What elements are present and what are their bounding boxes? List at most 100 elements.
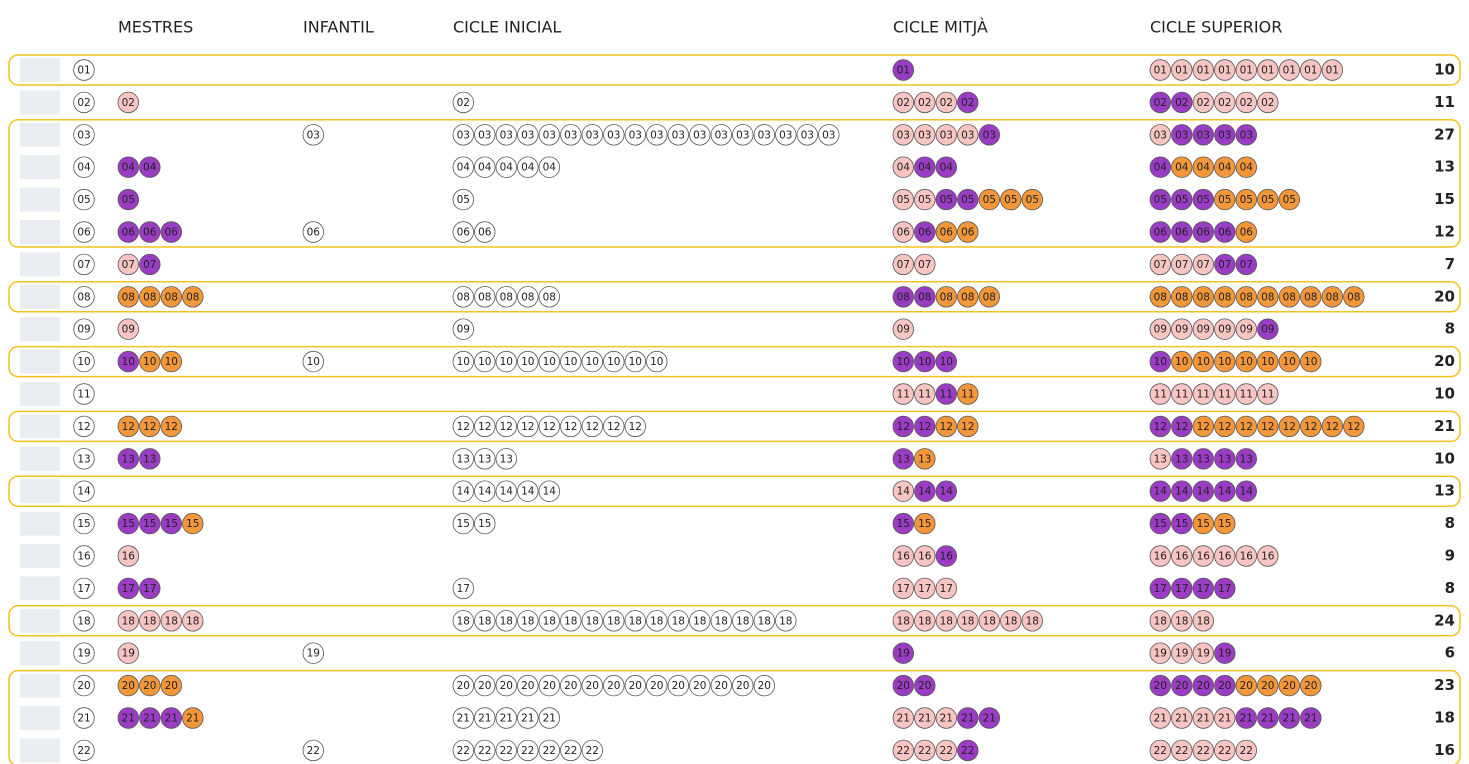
marker-label: 02 bbox=[897, 97, 910, 109]
marker-label: 12 bbox=[586, 421, 599, 433]
marker-label: 07 bbox=[143, 259, 156, 271]
marker-label: 16 bbox=[1261, 551, 1275, 563]
marker-label: 06 bbox=[478, 227, 492, 239]
marker-label: 01 bbox=[1175, 65, 1188, 77]
marker-label: 21 bbox=[478, 713, 491, 725]
marker-label: 01 bbox=[1154, 65, 1167, 77]
marker-label: 12 bbox=[629, 421, 642, 433]
marker-label: 18 bbox=[918, 615, 931, 627]
marker-label: 15 bbox=[478, 518, 491, 530]
marker-label: 14 bbox=[940, 486, 954, 498]
marker-label: 21 bbox=[961, 713, 974, 725]
marker-label: 16 bbox=[940, 551, 954, 563]
marker-label: 13 bbox=[1240, 453, 1253, 465]
marker-label: 19 bbox=[1218, 648, 1231, 660]
marker-label: 06 bbox=[918, 227, 932, 239]
marker-label: 12 bbox=[1154, 421, 1167, 433]
marker-label: 10 bbox=[1261, 356, 1274, 368]
marker-label: 20 bbox=[143, 680, 156, 692]
marker-label: 10 bbox=[918, 356, 931, 368]
thumbnail bbox=[20, 285, 60, 309]
marker-label: 20 bbox=[1175, 680, 1188, 692]
column-header: CICLE MITJÀ bbox=[893, 18, 988, 37]
marker-label: 20 bbox=[165, 680, 178, 692]
marker-label: 20 bbox=[1240, 680, 1253, 692]
marker-label: 04 bbox=[1197, 162, 1211, 174]
marker-label: 22 bbox=[897, 745, 910, 757]
column-header: MESTRES bbox=[118, 18, 193, 37]
marker-label: 03 bbox=[672, 129, 685, 141]
marker-label: 10 bbox=[165, 356, 178, 368]
marker-label: 12 bbox=[1326, 421, 1339, 433]
marker-label: 01 bbox=[1240, 65, 1253, 77]
marker-label: 08 bbox=[918, 291, 931, 303]
marker-label: 02 bbox=[1154, 97, 1167, 109]
row-id-label: 19 bbox=[77, 648, 90, 660]
row-total: 27 bbox=[1434, 125, 1455, 143]
row-id-label: 09 bbox=[77, 324, 90, 336]
marker-label: 20 bbox=[693, 680, 706, 692]
diagram: MESTRESINFANTILCICLE INICIALCICLE MITJÀC… bbox=[0, 0, 1469, 764]
marker-label: 03 bbox=[801, 129, 814, 141]
column-header: INFANTIL bbox=[303, 18, 374, 37]
marker-label: 18 bbox=[543, 615, 556, 627]
row-id-label: 16 bbox=[77, 551, 91, 563]
marker-label: 20 bbox=[586, 680, 599, 692]
marker-label: 18 bbox=[1175, 615, 1188, 627]
marker-label: 22 bbox=[1218, 745, 1231, 757]
marker-label: 09 bbox=[1154, 324, 1167, 336]
marker-label: 03 bbox=[521, 129, 534, 141]
marker-label: 12 bbox=[478, 421, 491, 433]
thumbnail bbox=[20, 512, 60, 536]
marker-label: 21 bbox=[1304, 713, 1317, 725]
marker-label: 08 bbox=[1283, 291, 1296, 303]
row-id-label: 06 bbox=[77, 227, 91, 239]
marker-label: 15 bbox=[1197, 518, 1210, 530]
marker-label: 06 bbox=[122, 227, 136, 239]
marker-label: 17 bbox=[897, 583, 910, 595]
row-total: 6 bbox=[1445, 644, 1455, 662]
marker-label: 04 bbox=[543, 162, 557, 174]
row-id-label: 12 bbox=[77, 421, 90, 433]
marker-label: 11 bbox=[1240, 389, 1253, 401]
row-id-label: 04 bbox=[77, 162, 91, 174]
marker-label: 06 bbox=[457, 227, 471, 239]
marker-label: 13 bbox=[457, 453, 470, 465]
marker-label: 01 bbox=[1197, 65, 1210, 77]
marker-label: 05 bbox=[1283, 194, 1296, 206]
row-id-label: 10 bbox=[77, 356, 90, 368]
marker-label: 15 bbox=[897, 518, 910, 530]
marker-label: 13 bbox=[897, 453, 910, 465]
marker-label: 18 bbox=[564, 615, 577, 627]
marker-label: 18 bbox=[165, 615, 178, 627]
marker-label: 03 bbox=[1154, 129, 1167, 141]
marker-label: 10 bbox=[457, 356, 470, 368]
marker-label: 05 bbox=[1154, 194, 1167, 206]
marker-label: 08 bbox=[1175, 291, 1188, 303]
marker-label: 19 bbox=[307, 648, 320, 660]
marker-label: 11 bbox=[897, 389, 910, 401]
marker-label: 12 bbox=[543, 421, 556, 433]
row-total: 8 bbox=[1445, 320, 1455, 338]
marker-label: 10 bbox=[500, 356, 513, 368]
marker-label: 14 bbox=[1218, 486, 1232, 498]
marker-label: 20 bbox=[521, 680, 534, 692]
marker-label: 21 bbox=[897, 713, 910, 725]
marker-label: 12 bbox=[1240, 421, 1253, 433]
marker-label: 14 bbox=[543, 486, 557, 498]
marker-label: 03 bbox=[629, 129, 642, 141]
marker-label: 14 bbox=[897, 486, 911, 498]
marker-label: 03 bbox=[822, 129, 835, 141]
marker-label: 05 bbox=[1175, 194, 1188, 206]
marker-label: 10 bbox=[1240, 356, 1253, 368]
marker-label: 14 bbox=[1154, 486, 1168, 498]
marker-label: 18 bbox=[186, 615, 199, 627]
marker-label: 20 bbox=[1197, 680, 1210, 692]
marker-label: 18 bbox=[457, 615, 470, 627]
marker-label: 18 bbox=[693, 615, 706, 627]
marker-label: 06 bbox=[143, 227, 157, 239]
marker-label: 22 bbox=[1197, 745, 1210, 757]
marker-label: 21 bbox=[918, 713, 931, 725]
marker-label: 04 bbox=[122, 162, 136, 174]
row-id-label: 20 bbox=[77, 680, 90, 692]
